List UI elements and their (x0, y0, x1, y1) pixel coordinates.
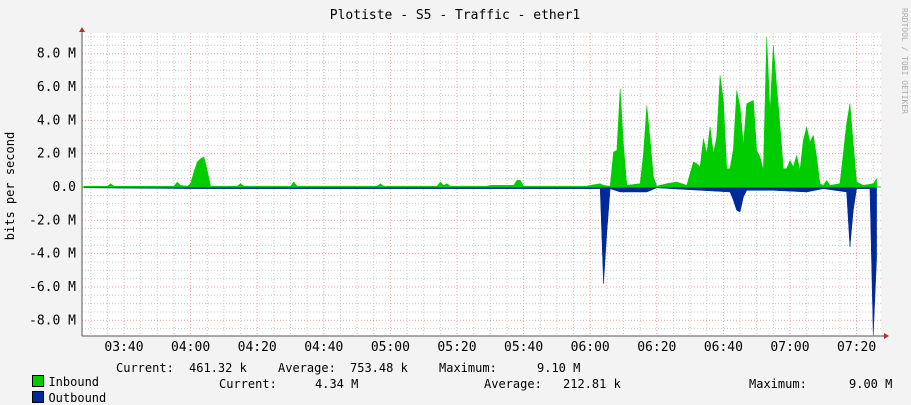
y-tick-label: 4.0 M (37, 113, 76, 128)
inbound-current: 461.32 k (189, 361, 247, 375)
watermark: RRDTOOL / TOBI OETIKER (900, 8, 909, 114)
inbound-current-label: Current: (116, 361, 174, 375)
x-tick-label: 06:40 (704, 340, 743, 355)
x-tick-label: 04:40 (304, 340, 343, 355)
legend-inbound: Inbound (18, 361, 99, 389)
x-tick-label: 05:20 (437, 340, 476, 355)
x-tick-label: 06:00 (571, 340, 610, 355)
x-tick-label: 04:00 (171, 340, 210, 355)
x-tick-label: 05:00 (371, 340, 410, 355)
y-axis-label: bits per second (3, 132, 17, 240)
outbound-current-label: Current: (219, 377, 277, 391)
inbound-average: 753.48 k (350, 361, 408, 375)
outbound-maximum: 9.00 M (849, 377, 893, 391)
outbound-label: Outbound (48, 391, 107, 405)
y-tick-label: -4.0 M (29, 247, 76, 262)
y-tick-label: -8.0 M (29, 313, 76, 328)
y-tick-label: 6.0 M (37, 80, 76, 95)
x-tick-label: 05:40 (504, 340, 543, 355)
inbound-maximum-label: Maximum: (439, 361, 497, 375)
outbound-average-label: Average: (484, 377, 542, 391)
outbound-current: 4.34 M (315, 377, 359, 391)
inbound-label: Inbound (48, 375, 100, 389)
x-tick-label: 07:20 (837, 340, 876, 355)
y-tick-label: 8.0 M (37, 47, 76, 62)
y-tick-label: 0.0 (53, 180, 76, 195)
x-tick-label: 07:00 (770, 340, 809, 355)
outbound-swatch (32, 391, 45, 403)
outbound-area (83, 186, 877, 336)
inbound-area (83, 37, 877, 188)
chart-title: Plotiste - S5 - Traffic - ether1 (330, 8, 580, 23)
y-tick-label: 2.0 M (37, 147, 76, 162)
x-tick-label: 04:20 (238, 340, 277, 355)
x-tick-label: 06:20 (637, 340, 676, 355)
x-tick-label: 03:40 (104, 340, 143, 355)
y-axis-arrow-icon (79, 27, 85, 32)
y-tick-label: -6.0 M (29, 280, 76, 295)
inbound-maximum: 9.10 M (537, 361, 581, 375)
inbound-average-label: Average: (278, 361, 336, 375)
outbound-average: 212.81 k (563, 377, 621, 391)
x-axis-arrow-icon (884, 333, 889, 339)
y-tick-label: -2.0 M (29, 213, 76, 228)
legend-outbound: Outbound (18, 377, 106, 405)
inbound-swatch (32, 375, 45, 387)
outbound-maximum-label: Maximum: (749, 377, 807, 391)
